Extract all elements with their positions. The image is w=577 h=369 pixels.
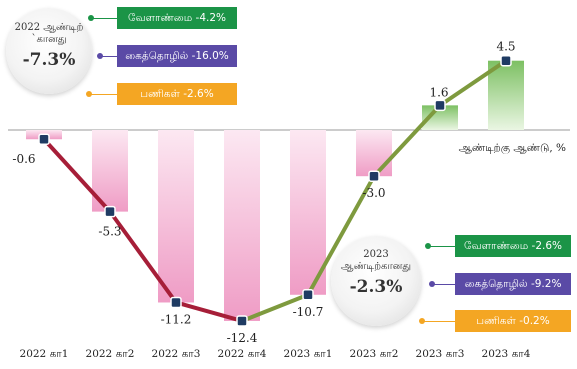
value-label-7: 1.6 [429, 85, 448, 99]
line-segment-5 [306, 174, 376, 297]
line-segment-7 [438, 58, 508, 108]
bar-3 [158, 130, 194, 303]
x-axis-labels: 2022 கா1 2022 கா2 2022 கா3 2022 கா4 2023 கா1… [20, 348, 531, 360]
tag-2022-agriculture: வேளாண்மை -4.2% [117, 7, 237, 29]
summary-2023-label-line2: ஆண்டிற்கானது [340, 261, 412, 272]
x-tick-label-5: 2023 கா1 [284, 348, 333, 360]
annual-summary-2023: 2023 ஆண்டிற்கானது -2.3% [331, 236, 421, 326]
value-label-5: -10.7 [293, 305, 324, 319]
point-marker-2 [104, 205, 116, 218]
x-tick-label-7: 2023 கா3 [416, 348, 465, 360]
bars [26, 60, 524, 321]
line-segment-6 [372, 103, 442, 179]
line-segment-4 [240, 292, 310, 323]
point-marker-4 [236, 315, 248, 327]
x-tick-label-4: 2022 கா4 [218, 348, 267, 360]
bar-4 [224, 130, 260, 321]
value-label-3: -11.2 [161, 312, 192, 326]
connector-2022-agriculture [91, 18, 117, 19]
trend-line [42, 58, 508, 323]
connector-2023-services [422, 321, 455, 322]
tag-2022-industry: கைத்தொழில் -16.0% [117, 45, 237, 67]
line-segment-2 [108, 209, 178, 305]
dot-2023-industry [429, 281, 435, 287]
point-marker-1 [38, 133, 50, 145]
summary-2022-value: -7.3% [22, 50, 76, 70]
value-label-8: 4.5 [496, 40, 515, 54]
summary-2022-label-line2: `கானது [31, 34, 67, 45]
tag-2023-services: பணிகள் -0.2% [455, 310, 571, 332]
summary-2022-label-line1: 2022 ஆண்டிற் [14, 22, 84, 33]
bar-6 [356, 130, 392, 177]
point-marker-6 [368, 170, 380, 182]
x-tick-label-1: 2022 கா1 [20, 348, 69, 360]
dot-2022-services [86, 91, 92, 97]
markers [38, 54, 512, 327]
bar-5 [290, 130, 326, 295]
annual-summary-2022: 2022 ஆண்டிற் `கானது -7.3% [6, 8, 92, 94]
x-tick-label-2: 2022 கா2 [86, 348, 135, 360]
point-marker-3 [170, 296, 182, 309]
value-labels: -0.6 -5.3 -11.2 -12.4 -10.7 -3.0 1.6 4.5 [12, 40, 515, 345]
summary-2023-value: -2.3% [349, 277, 403, 297]
line-segment-1 [42, 137, 112, 214]
value-label-2: -5.3 [98, 225, 121, 239]
bar-8 [488, 60, 524, 131]
value-label-6: -3.0 [362, 186, 385, 200]
dot-2023-services [419, 318, 425, 324]
x-tick-label-8: 2023 கா4 [482, 348, 531, 360]
summary-2023-label-line1: 2023 [363, 249, 389, 260]
line-segment-3 [174, 300, 244, 323]
series-label: ஆண்டிற்கு ஆண்டு, % [459, 142, 566, 156]
x-tick-label-3: 2022 கா3 [152, 348, 201, 360]
value-label-1: -0.6 [12, 152, 35, 166]
value-label-4: -12.4 [227, 331, 258, 345]
dot-2023-agriculture [425, 243, 431, 249]
connector-2022-industry [100, 56, 117, 57]
tag-2022-services: பணிகள் -2.6% [117, 83, 237, 105]
dot-2022-agriculture [88, 15, 94, 21]
connector-2023-industry [432, 284, 455, 285]
tag-2023-agriculture: வேளாண்மை -2.6% [455, 235, 571, 257]
point-marker-5 [302, 289, 314, 301]
dot-2022-industry [97, 53, 103, 59]
connector-2022-services [89, 94, 117, 95]
point-marker-7 [434, 99, 446, 112]
point-marker-8 [500, 54, 512, 67]
x-tick-label-6: 2023 கா2 [350, 348, 399, 360]
tag-2023-industry: கைத்தொழில் -9.2% [455, 273, 571, 295]
connector-2023-agriculture [428, 246, 455, 247]
